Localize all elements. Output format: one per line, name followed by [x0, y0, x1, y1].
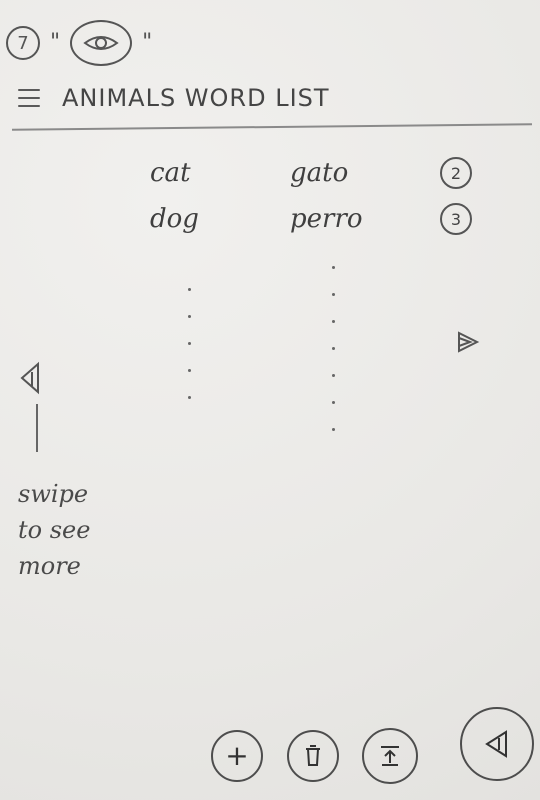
eye-icon	[70, 20, 133, 66]
swipe-hint-text: swipe to see more	[18, 476, 98, 584]
swipe-line	[36, 404, 38, 452]
delete-button[interactable]	[287, 730, 339, 782]
word-list: cat gato 2 dog perro 3	[150, 150, 490, 242]
swipe-hint-line-2: to see	[18, 516, 91, 544]
more-words-dots-left	[188, 288, 192, 399]
swipe-hint-line-1: swipe	[18, 480, 89, 508]
list-item[interactable]: cat gato 2	[150, 150, 490, 196]
add-button-label: +	[225, 739, 249, 772]
play-back-button[interactable]	[460, 707, 534, 781]
add-button[interactable]: +	[211, 730, 263, 782]
count-badge: 3	[440, 203, 472, 235]
export-button[interactable]	[362, 728, 418, 784]
translation-label: gato	[290, 158, 349, 188]
top-annotation: 7 " "	[6, 20, 152, 66]
swipe-hint-line-3: more	[18, 552, 81, 580]
step-number-badge: 7	[6, 26, 40, 60]
upload-icon	[381, 746, 399, 766]
menu-icon[interactable]	[18, 89, 40, 107]
play-left-icon	[485, 730, 507, 758]
translation-label: perro	[290, 204, 363, 234]
count-badge: 2	[440, 157, 472, 189]
app-header: ANIMALS WORD LIST	[18, 84, 330, 112]
play-right-icon[interactable]	[456, 330, 480, 358]
arrow-left-icon	[20, 361, 39, 395]
more-translations-dots-right	[332, 266, 336, 431]
quote-close: "	[142, 30, 153, 55]
page-title: ANIMALS WORD LIST	[62, 84, 330, 112]
word-label: cat	[150, 158, 191, 188]
quote-open: "	[50, 30, 61, 55]
list-item[interactable]: dog perro 3	[150, 196, 490, 242]
word-label: dog	[150, 204, 199, 234]
trash-icon	[306, 745, 320, 766]
swipe-hint: swipe to see more	[18, 360, 98, 584]
